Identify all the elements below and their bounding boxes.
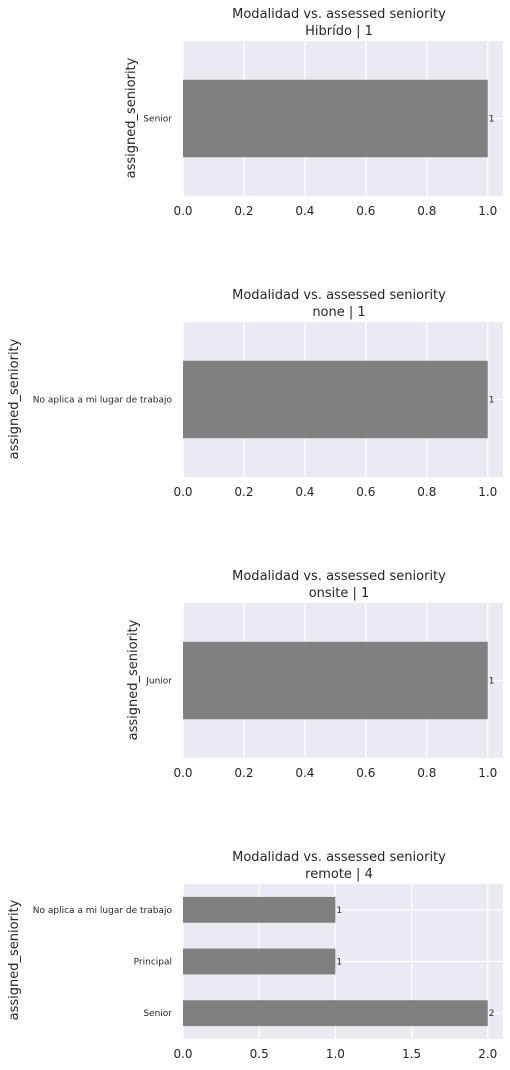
chart-subtitle: none | 1 [312, 305, 365, 320]
data-label: 2 [489, 1009, 495, 1019]
x-tick-label: 1.5 [402, 1047, 421, 1061]
chart-subtitle: remote | 4 [305, 867, 373, 882]
x-tick-label: 0.8 [417, 485, 436, 499]
plot-area: 0.0 0.2 0.4 0.6 0.8 1.0 1 Senior [143, 41, 503, 218]
x-tick-label: 0.2 [234, 766, 253, 780]
y-tick-label: No aplica a mi lugar de trabajo [33, 396, 173, 406]
y-axis-label: assigned_seniority [7, 338, 22, 459]
x-tick-label: 0.0 [173, 204, 192, 218]
x-tick-label: 0.0 [173, 766, 192, 780]
bar [183, 896, 336, 923]
chart-title: Modalidad vs. assessed seniority [232, 288, 446, 303]
x-tick-label: 0.5 [250, 1047, 269, 1061]
x-tick-label: 1.0 [478, 485, 497, 499]
x-tick-label: 0.8 [417, 766, 436, 780]
y-axis-label: assigned_seniority [124, 57, 139, 178]
chart-panel-hibrido: Modalidad vs. assessed seniority Hibrído… [124, 7, 503, 218]
data-label: 1 [489, 115, 495, 125]
plot-area: 0.0 0.2 0.4 0.6 0.8 1.0 1 Junior [145, 603, 503, 780]
y-tick-label: Senior [143, 115, 172, 125]
plot-area: 0.0 0.2 0.4 0.6 0.8 1.0 1 No aplica a mi lugar … [33, 322, 503, 499]
chart-subtitle: Hibrído | 1 [305, 24, 373, 39]
chart-title: Modalidad vs. assessed seniority [232, 850, 446, 865]
data-label: 1 [336, 958, 342, 968]
x-tick-label: 0.2 [234, 485, 253, 499]
y-axis-label: assigned_seniority [126, 619, 141, 740]
data-label: 1 [489, 677, 495, 687]
bar [183, 1000, 488, 1027]
x-tick-label: 0.2 [234, 204, 253, 218]
x-tick-label: 0.6 [356, 485, 375, 499]
data-label: 1 [336, 906, 342, 916]
y-tick-label: Principal [134, 958, 172, 968]
x-tick-label: 0.4 [295, 204, 314, 218]
x-tick-label: 0.0 [173, 485, 192, 499]
y-axis-label: assigned_seniority [7, 899, 22, 1020]
x-tick-label: 0.8 [417, 204, 436, 218]
plot-area: 0.0 0.5 1.0 1.5 2.0 1 No aplica a mi lugar de … [33, 884, 503, 1061]
y-tick-label: No aplica a mi lugar de trabajo [33, 906, 173, 916]
x-tick-label: 0.6 [356, 766, 375, 780]
chart-title: Modalidad vs. assessed seniority [232, 569, 446, 584]
x-tick-label: 2.0 [478, 1047, 497, 1061]
chart-subtitle: onsite | 1 [309, 586, 370, 601]
chart-panel-onsite: Modalidad vs. assessed seniority onsite … [126, 569, 503, 780]
x-tick-label: 0.4 [295, 485, 314, 499]
x-tick-label: 1.0 [478, 204, 497, 218]
chart-panel-none: Modalidad vs. assessed seniority none | … [7, 288, 503, 499]
bar [183, 641, 488, 720]
bar [183, 948, 336, 975]
y-tick-label: Junior [145, 677, 172, 687]
bar [183, 360, 488, 439]
x-tick-label: 0.0 [173, 1047, 192, 1061]
y-tick-label: Senior [143, 1009, 172, 1019]
bar [183, 79, 488, 158]
data-label: 1 [489, 396, 495, 406]
chart-panel-remote: Modalidad vs. assessed seniority remote … [7, 850, 503, 1061]
x-tick-label: 0.4 [295, 766, 314, 780]
x-tick-label: 0.6 [356, 204, 375, 218]
x-tick-label: 1.0 [478, 766, 497, 780]
x-tick-label: 1.0 [326, 1047, 345, 1061]
chart-title: Modalidad vs. assessed seniority [232, 7, 446, 22]
